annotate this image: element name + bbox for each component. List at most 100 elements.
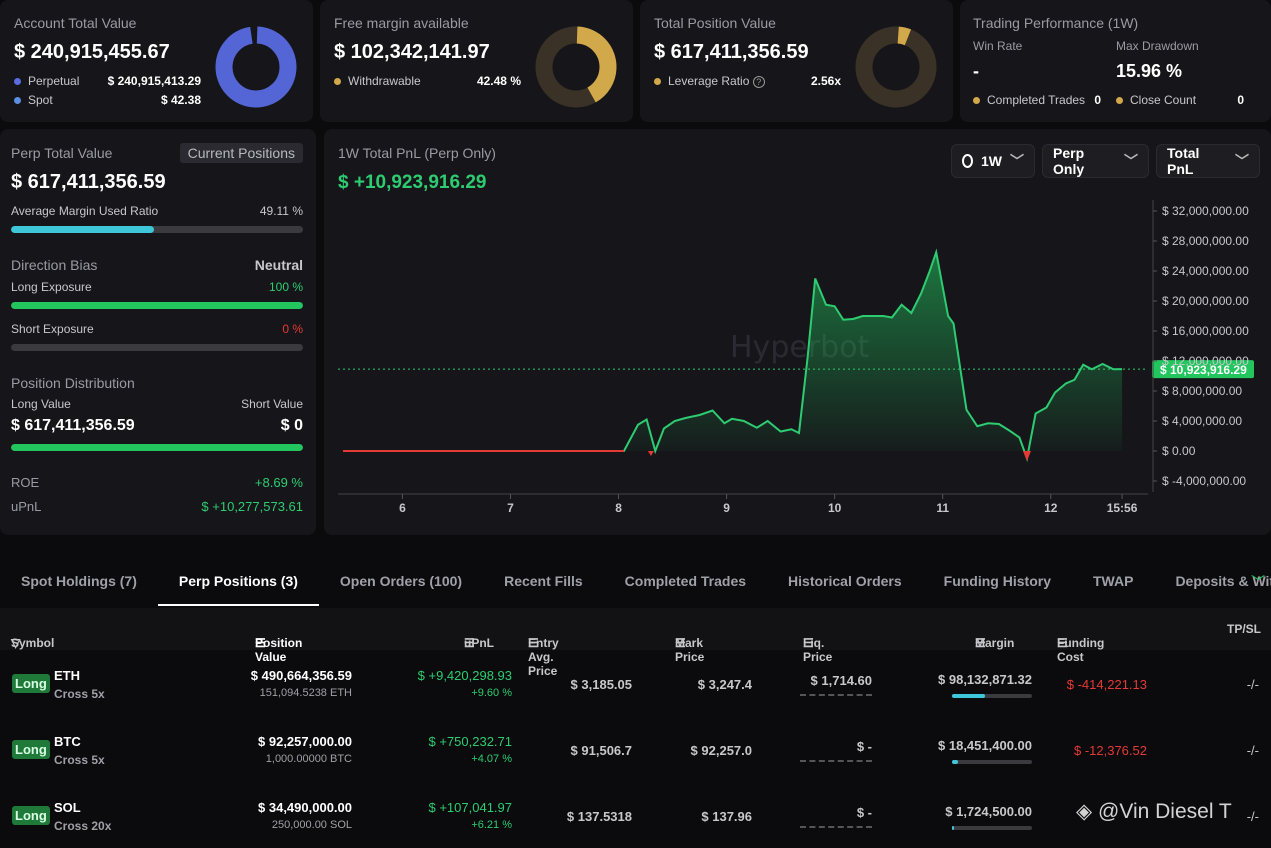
free-margin-label: Free margin available <box>334 15 469 31</box>
completed-trades-row: Completed Trades 0 <box>973 93 1101 107</box>
x-tick-label: 10 <box>828 501 842 515</box>
liq-price[interactable]: $ 1,714.60 <box>810 673 872 688</box>
metric-dropdown[interactable]: Total PnL ﹀ <box>1156 144 1260 178</box>
short-value-label: Short Value <box>241 397 303 411</box>
upnl: $ +9,420,298.93 <box>417 668 512 683</box>
direction-bias-row: Direction Bias Neutral <box>11 257 303 273</box>
table-header: Symbol ▽ Position Value ☰ uPnL ☰ Entry A… <box>0 608 1271 678</box>
filter-icon[interactable]: ▽ <box>11 636 21 650</box>
sort-icon[interactable]: ☰ <box>803 636 814 650</box>
x-tick-label: 12 <box>1044 501 1058 515</box>
sort-icon[interactable]: ☰ <box>1057 636 1068 650</box>
margin[interactable]: $ 1,724,500.00 <box>945 804 1032 819</box>
help-icon[interactable]: ? <box>752 76 765 88</box>
upnl-value: $ +10,277,573.61 <box>201 499 303 514</box>
perp-total-label: Perp Total Value <box>11 145 113 161</box>
leverage-value: 2.56x <box>810 74 841 88</box>
pnl-chart-card: 1W Total PnL (Perp Only) $ +10,923,916.2… <box>324 129 1271 535</box>
margin-ratio-value: 49.11 % <box>259 204 303 218</box>
tab-8[interactable]: Deposits & Withd <box>1175 573 1271 589</box>
leverage-label: Leverage Ratio <box>668 74 750 88</box>
chevron-down-icon: ﹀ <box>1010 153 1024 169</box>
upnl: $ +107,041.97 <box>428 800 513 815</box>
symbol[interactable]: SOL <box>54 800 81 815</box>
tab-0[interactable]: Spot Holdings (7) <box>21 573 137 589</box>
pnl-dip-marker <box>647 451 654 456</box>
x-tick-label: 15:56 <box>1107 501 1138 515</box>
perpetual-row: Perpetual $ 240,915,413.29 <box>14 74 201 88</box>
pnl-area <box>343 252 1123 459</box>
current-positions-button[interactable]: Current Positions <box>179 143 303 163</box>
short-exposure-label: Short Exposure <box>11 322 94 336</box>
funding-cost: $ -12,376.52 <box>1073 743 1147 758</box>
long-value: $ 617,411,356.59 <box>11 417 135 434</box>
scope-dropdown[interactable]: Perp Only ﹀ <box>1042 144 1149 178</box>
liq-underline <box>800 824 872 828</box>
period-dropdown[interactable]: 1W ﹀ <box>951 144 1035 178</box>
tab-6[interactable]: Funding History <box>943 573 1051 589</box>
tpsl[interactable]: -/- <box>1246 809 1259 824</box>
tab-2[interactable]: Open Orders (100) <box>339 573 463 589</box>
symbol[interactable]: ETH <box>54 668 80 683</box>
position-donut <box>855 26 937 108</box>
tab-3[interactable]: Recent Fills <box>504 573 583 589</box>
perp-total-value: $ 617,411,356.59 <box>11 171 166 193</box>
sort-icon[interactable]: ☰ <box>528 636 539 650</box>
expand-chevron-icon[interactable]: ﹀ <box>1251 574 1265 590</box>
margin[interactable]: $ 98,132,871.32 <box>938 672 1032 687</box>
perp-summary-card: Perp Total Value Current Positions $ 617… <box>0 129 316 535</box>
watermark: ◈ @Vin Diesel T <box>1076 799 1232 824</box>
long-value-label: Long Value <box>11 397 71 411</box>
performance-label: Trading Performance (1W) <box>973 15 1139 31</box>
leverage-row: Leverage Ratio ? 2.56x <box>654 74 841 88</box>
y-tick-label: $ 16,000,000.00 <box>1162 324 1249 338</box>
account-donut <box>215 26 297 108</box>
margin-ratio-bar <box>11 226 303 233</box>
chevron-down-icon: ﹀ <box>1235 153 1249 169</box>
mark-price: $ 137.96 <box>701 809 752 824</box>
margin-bar <box>952 760 1032 764</box>
sort-icon[interactable]: ☰ <box>975 636 986 650</box>
short-value: $ 0 <box>280 417 303 434</box>
margin[interactable]: $ 18,451,400.00 <box>938 738 1032 753</box>
y-tick-label: $ 20,000,000.00 <box>1162 294 1249 308</box>
position-value: $ 617,411,356.59 <box>654 41 809 63</box>
liq-price[interactable]: $ - <box>856 739 872 754</box>
x-tick-label: 11 <box>936 501 949 515</box>
y-tick-label: $ 0.00 <box>1162 444 1196 458</box>
table-row[interactable]: Long BTC Cross 5x $ 92,257,000.00 1,000.0000… <box>0 716 1271 782</box>
margin-bar <box>952 826 1032 830</box>
spot-value: $ 42.38 <box>160 93 201 107</box>
liq-price[interactable]: $ - <box>856 805 872 820</box>
tab-4[interactable]: Completed Trades <box>624 573 747 589</box>
tab-5[interactable]: Historical Orders <box>788 573 902 589</box>
table-row[interactable]: Long ETH Cross 5x $ 490,664,356.59 151,094.5… <box>0 650 1271 716</box>
tpsl[interactable]: -/- <box>1246 743 1259 758</box>
entry-price: $ 3,185.05 <box>570 677 632 692</box>
sort-icon[interactable]: ☰ <box>464 636 475 650</box>
sort-icon[interactable]: ☰ <box>255 636 266 650</box>
distribution-bar <box>11 444 303 451</box>
liq-underline <box>800 758 872 762</box>
position-distribution-label: Position Distribution <box>11 375 135 391</box>
funding-cost: $ -414,221.13 <box>1066 677 1147 692</box>
sort-icon[interactable]: ☰ <box>675 636 686 650</box>
upnl-pct: +4.07 % <box>471 753 512 765</box>
win-rate-value: - <box>973 61 979 81</box>
pnl-title: 1W Total PnL (Perp Only) <box>338 145 496 161</box>
tpsl[interactable]: -/- <box>1246 677 1259 692</box>
withdrawable-dot <box>334 78 341 85</box>
upnl: $ +750,232.71 <box>428 734 513 749</box>
tab-7[interactable]: TWAP <box>1092 573 1134 589</box>
table-row[interactable]: Long SOL Cross 20x $ 34,490,000.00 250,000.0… <box>0 782 1271 848</box>
current-value-badge <box>1152 360 1254 379</box>
y-tick-label: $ 24,000,000.00 <box>1162 264 1249 278</box>
position-value-card: Total Position Value $ 617,411,356.59 Le… <box>640 0 953 122</box>
upnl-pct: +9.60 % <box>471 687 512 699</box>
tab-1[interactable]: Perp Positions (3) <box>157 560 319 606</box>
y-tick-label: $ 32,000,000.00 <box>1162 204 1249 218</box>
close-dot <box>1116 97 1123 104</box>
symbol[interactable]: BTC <box>54 734 81 749</box>
max-drawdown-label: Max Drawdown <box>1116 39 1199 53</box>
free-margin-value: $ 102,342,141.97 <box>334 41 490 63</box>
